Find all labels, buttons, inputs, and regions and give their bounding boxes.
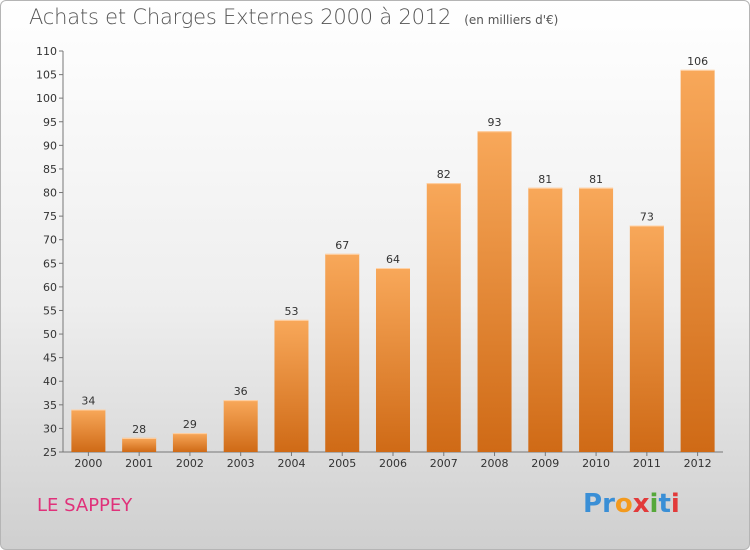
- bar-2008: [477, 131, 512, 452]
- chart-title-main: Achats et Charges Externes 2000 à 2012: [29, 5, 452, 29]
- value-labels: 34 28 29 36 53 67 64 82 93 81 81 73 106: [81, 55, 708, 436]
- value-label: 29: [183, 418, 197, 431]
- logo-letter: r: [602, 489, 615, 519]
- value-label: 81: [589, 173, 603, 186]
- value-label: 73: [640, 211, 654, 224]
- bar-2004: [274, 319, 309, 452]
- y-tick-label: 25: [43, 446, 57, 459]
- chart-title: Achats et Charges Externes 2000 à 2012 (…: [29, 5, 558, 29]
- value-label: 93: [488, 116, 502, 129]
- y-tick-label: 50: [43, 328, 57, 341]
- y-tick-label: 55: [43, 304, 57, 317]
- logo-letter: t: [658, 489, 671, 519]
- y-tick-label: 85: [43, 163, 57, 176]
- x-tick-label: 2004: [277, 457, 305, 470]
- y-tick-label: 95: [43, 116, 57, 129]
- bar-2009: [528, 187, 563, 452]
- y-tick-label: 75: [43, 210, 57, 223]
- value-label: 36: [234, 385, 248, 398]
- x-tick-label: 2012: [684, 457, 712, 470]
- bar-2010: [579, 187, 614, 452]
- value-label: 53: [284, 305, 298, 318]
- logo-letter: i: [670, 489, 680, 519]
- bar-2007: [426, 183, 461, 452]
- value-label: 82: [437, 168, 451, 181]
- y-tick-label: 65: [43, 257, 57, 270]
- chart-title-unit: (en milliers d'€): [464, 13, 559, 27]
- bar-2001: [122, 437, 157, 452]
- logo-letter: o: [614, 489, 633, 519]
- bar-2002: [172, 433, 207, 452]
- x-tick-label: 2005: [328, 457, 356, 470]
- logo-letter: x: [632, 489, 650, 519]
- proxiti-logo: Proxiti: [583, 489, 680, 519]
- bars: [71, 69, 715, 452]
- value-label: 64: [386, 253, 400, 266]
- x-tick-label: 2000: [74, 457, 102, 470]
- value-label: 28: [132, 423, 146, 436]
- x-tick-label: 2011: [633, 457, 661, 470]
- x-tick-label: 2007: [430, 457, 458, 470]
- x-tick-label: 2006: [379, 457, 407, 470]
- value-label: 34: [81, 395, 95, 408]
- logo-letter: i: [649, 489, 659, 519]
- y-tick-label: 105: [36, 69, 57, 82]
- bar-2006: [376, 268, 410, 452]
- logo-letter: P: [583, 489, 603, 519]
- x-tick-label: 2008: [481, 457, 509, 470]
- bar-2012: [680, 69, 715, 452]
- y-tick-label: 45: [43, 352, 57, 365]
- y-tick-label: 60: [43, 281, 57, 294]
- x-tick-label: 2009: [531, 457, 559, 470]
- y-tick-label: 40: [43, 375, 57, 388]
- x-tick-label: 2003: [227, 457, 255, 470]
- x-tick-label: 2010: [582, 457, 610, 470]
- y-tick-label: 80: [43, 187, 57, 200]
- y-tick-label: 30: [43, 422, 57, 435]
- value-label: 67: [335, 239, 349, 252]
- x-tick-label: 2001: [125, 457, 153, 470]
- value-label: 81: [538, 173, 552, 186]
- commune-name: LE SAPPEY: [37, 495, 133, 516]
- x-tick-label: 2002: [176, 457, 204, 470]
- bar-2005: [325, 253, 360, 452]
- bar-2011: [629, 225, 664, 452]
- bar-2003: [223, 400, 258, 452]
- y-tick-label: 110: [36, 45, 57, 58]
- y-tick-label: 90: [43, 139, 57, 152]
- axes: 25 30 35 40 45 50 55 60 65 70 75 80 85 90 95 100 105 110 2…: [36, 45, 723, 470]
- y-tick-label: 100: [36, 92, 57, 105]
- y-tick-label: 70: [43, 234, 57, 247]
- bar-2000: [71, 409, 106, 452]
- y-tick-label: 35: [43, 399, 57, 412]
- value-label: 106: [687, 55, 708, 68]
